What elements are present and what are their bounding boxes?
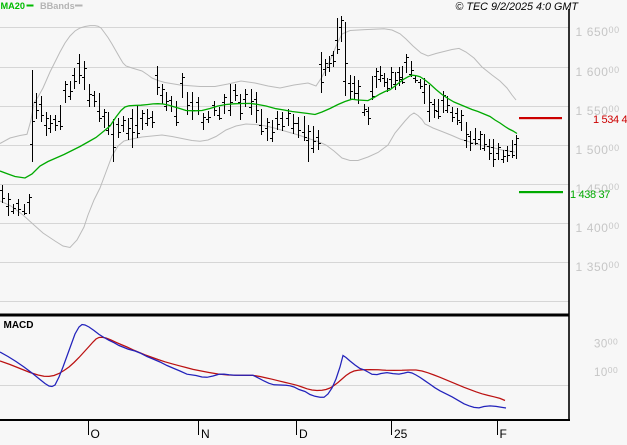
svg-text:D: D [299,427,308,440]
svg-text:MA20: MA20 [1,1,26,11]
svg-text:1 534 45: 1 534 45 [593,114,627,126]
svg-text:© TEC 9/2/2025 4:0 GMT: © TEC 9/2/2025 4:0 GMT [455,1,579,13]
svg-text:1 45000: 1 45000 [576,182,620,196]
svg-text:1 35000: 1 35000 [576,260,620,274]
svg-text:F: F [500,427,507,440]
svg-text:MACD: MACD [4,320,34,331]
svg-text:1 50000: 1 50000 [576,143,620,157]
svg-text:N: N [201,427,210,440]
svg-text:25: 25 [394,427,408,440]
svg-text:1 40000: 1 40000 [576,221,620,235]
svg-text:BBands: BBands [40,1,75,11]
svg-text:1 60000: 1 60000 [576,65,620,79]
svg-text:1 438 37: 1 438 37 [570,189,610,201]
svg-text:O: O [91,427,100,440]
svg-text:1 65000: 1 65000 [576,25,620,39]
svg-text:1 55000: 1 55000 [576,104,620,118]
